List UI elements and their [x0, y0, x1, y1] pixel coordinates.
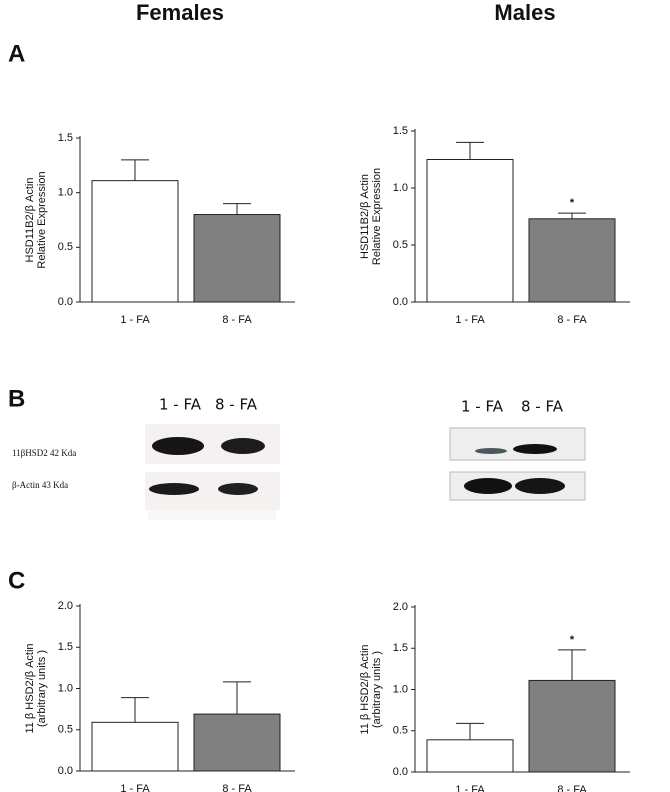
- blot-strip: [148, 510, 276, 520]
- blot-band: [218, 483, 258, 495]
- bar: [91, 180, 179, 303]
- x-tick-label: 1 - FA: [120, 314, 150, 326]
- lane-label: 1 - FA: [159, 396, 202, 414]
- x-tick-label: 8 - FA: [222, 314, 252, 326]
- y-tick-label: 0.0: [58, 765, 73, 777]
- x-tick-label: 8 - FA: [557, 784, 587, 792]
- x-tick-label: 8 - FA: [557, 314, 587, 326]
- y-tick-label: 0.5: [393, 239, 408, 251]
- y-axis-label: (arbitrary units ): [371, 651, 383, 728]
- y-tick-label: 2.0: [393, 601, 408, 613]
- y-axis-label: Relative Expression: [36, 171, 48, 268]
- blot-band: [149, 483, 199, 495]
- bar: [193, 214, 281, 303]
- bar: [528, 218, 616, 303]
- y-tick-label: 0.5: [58, 724, 73, 736]
- lane-label: 8 - FA: [521, 398, 564, 416]
- error-bar: [223, 681, 251, 715]
- error-bar: [558, 649, 586, 681]
- y-tick-label: 0.0: [393, 766, 408, 778]
- header: Females: [136, 0, 224, 25]
- error-bar: [558, 212, 586, 219]
- x-tick-label: 1 - FA: [455, 784, 485, 792]
- y-axis-label: (arbitrary units ): [36, 650, 48, 727]
- y-tick-label: 2.0: [58, 600, 73, 612]
- y-axis-label: 11 β HSD2/β Actin: [24, 643, 36, 733]
- blot-band: [464, 478, 512, 494]
- blot-band: [221, 438, 265, 454]
- x-tick-label: 1 - FA: [455, 314, 485, 326]
- annotation: *: [570, 634, 575, 646]
- y-tick-label: 1.0: [393, 182, 408, 194]
- blot-band: [515, 478, 565, 494]
- y-tick-label: 0.0: [393, 296, 408, 308]
- y-axis-label: HSD11B2/β Actin: [24, 178, 36, 263]
- lane-label: 1 - FA: [461, 398, 504, 416]
- error-bar: [223, 203, 251, 215]
- panel-label: B: [8, 385, 25, 412]
- error-bar: [456, 141, 484, 160]
- annotation: *: [570, 197, 575, 209]
- y-tick-label: 0.5: [393, 725, 408, 737]
- y-axis-label: 11 β HSD2/β Actin: [359, 644, 371, 734]
- y-tick-label: 1.5: [393, 642, 408, 654]
- y-tick-label: 0.5: [58, 241, 73, 253]
- error-bar: [121, 697, 149, 723]
- y-tick-label: 1.0: [58, 682, 73, 694]
- blot-strip: [449, 427, 586, 461]
- bar: [528, 679, 616, 773]
- blot-band: [152, 437, 204, 455]
- y-axis-label: HSD11B2/β Actin: [359, 174, 371, 259]
- x-tick-label: 8 - FA: [222, 783, 252, 792]
- bar: [193, 713, 281, 772]
- y-tick-label: 1.5: [58, 132, 73, 144]
- y-axis-label: Relative Expression: [371, 168, 383, 265]
- header: Males: [494, 0, 555, 25]
- bar: [426, 739, 514, 773]
- bar: [91, 721, 179, 772]
- y-tick-label: 1.0: [58, 187, 73, 199]
- bar: [426, 159, 514, 303]
- y-tick-label: 0.0: [58, 296, 73, 308]
- x-tick-label: 1 - FA: [120, 783, 150, 792]
- blot-row-label: 11βHSD2 42 Kda: [12, 448, 76, 458]
- y-tick-label: 1.0: [393, 683, 408, 695]
- error-bar: [456, 722, 484, 740]
- error-bar: [121, 159, 149, 181]
- blot-band: [513, 444, 557, 454]
- y-tick-label: 1.5: [393, 125, 408, 137]
- blot-row-label: β-Actin 43 Kda: [12, 480, 68, 490]
- panel-label: A: [8, 40, 25, 67]
- y-tick-label: 1.5: [58, 641, 73, 653]
- panel-label: C: [8, 567, 25, 594]
- lane-label: 8 - FA: [215, 396, 258, 414]
- blot-band: [475, 448, 507, 454]
